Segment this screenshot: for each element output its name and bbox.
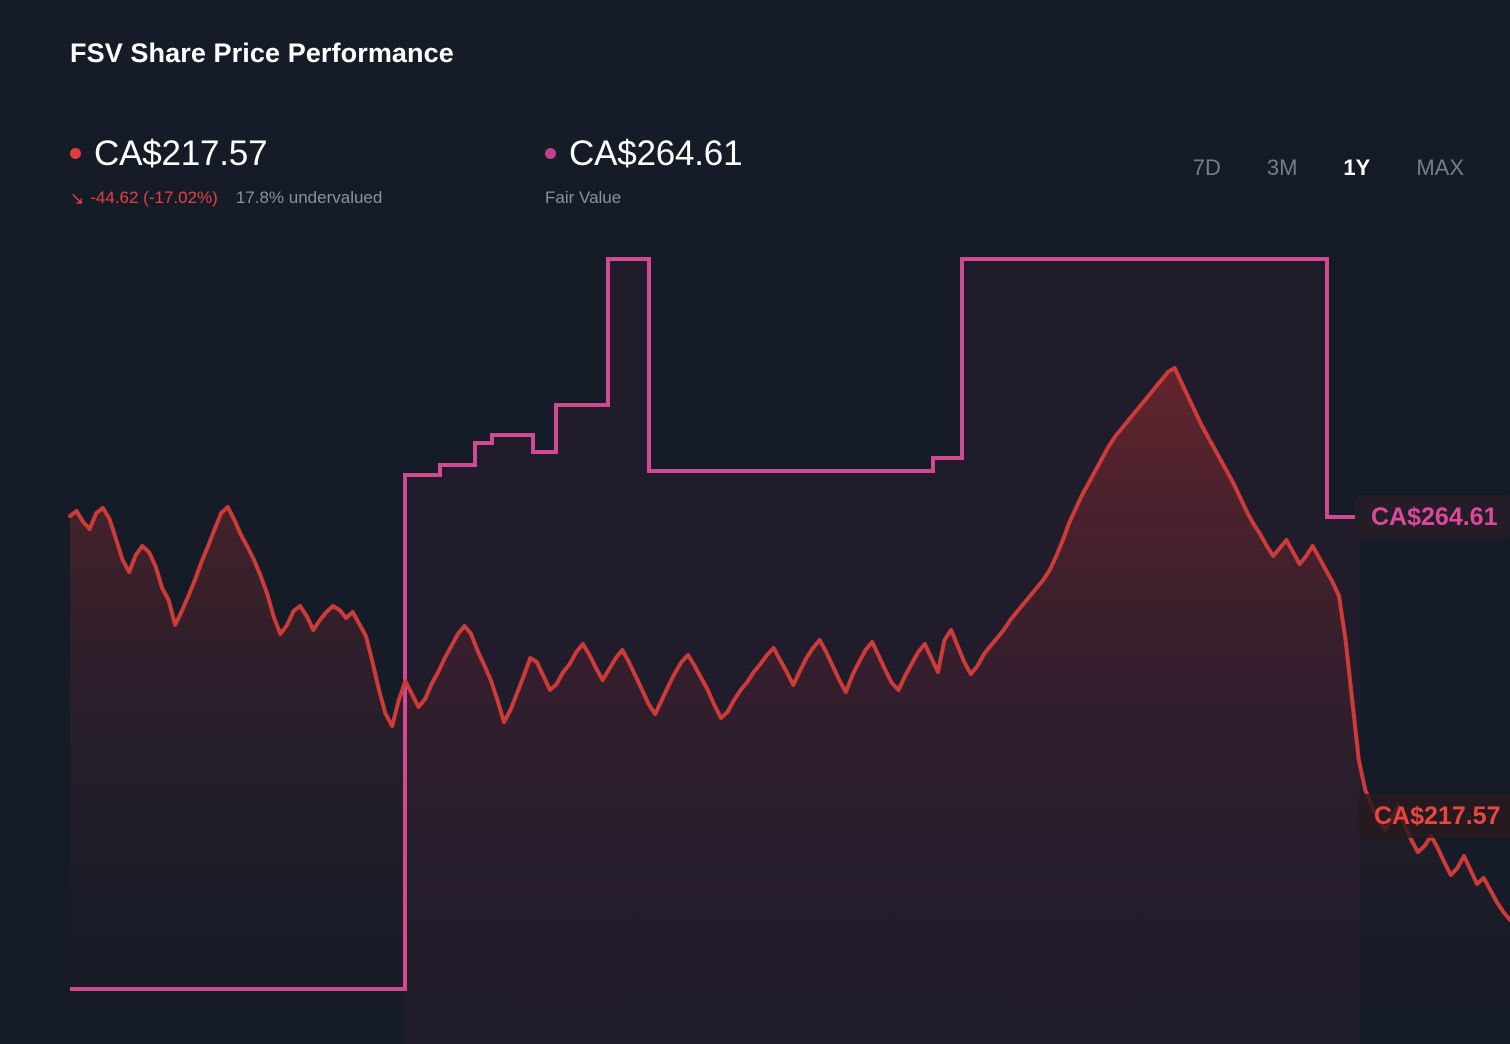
- fair-value-price-tag: CA$264.61: [1355, 495, 1510, 539]
- fair-value-value: CA$264.61: [569, 133, 743, 173]
- legend-item-share-price: CA$217.57 ↘ -44.62 (-17.02%) 17.8% under…: [70, 130, 545, 208]
- range-button-1y[interactable]: 1Y: [1343, 155, 1371, 180]
- fair-value-line: [70, 257, 1360, 991]
- fair-value-label: Fair Value: [545, 188, 622, 207]
- valuation-text: 17.8% undervalued: [235, 188, 383, 207]
- range-button-7d[interactable]: 7D: [1192, 155, 1221, 180]
- arrow-down-right-icon: ↘: [70, 188, 85, 208]
- current-price-tag: CA$217.57: [1358, 794, 1510, 838]
- dot-icon-share-price: [70, 147, 81, 159]
- share-price-line: [68, 366, 1510, 922]
- range-button-max[interactable]: MAX: [1416, 155, 1464, 180]
- share-price-area: [70, 368, 1510, 1044]
- dot-icon-fair-value: [545, 147, 556, 159]
- range-selector: 7D 3M 1Y MAX: [1193, 155, 1464, 181]
- chart-legend: CA$217.57 ↘ -44.62 (-17.02%) 17.8% under…: [70, 130, 743, 208]
- share-price-value: CA$217.57: [94, 133, 268, 173]
- range-button-3m[interactable]: 3M: [1266, 155, 1298, 180]
- chart-area[interactable]: [0, 240, 1510, 1044]
- legend-item-fair-value: CA$264.61 Fair Value: [545, 130, 743, 208]
- page-title: FSV Share Price Performance: [70, 38, 454, 68]
- share-price-change: -44.62 (-17.02%): [90, 188, 218, 207]
- price-chart-svg: [68, 257, 1510, 1044]
